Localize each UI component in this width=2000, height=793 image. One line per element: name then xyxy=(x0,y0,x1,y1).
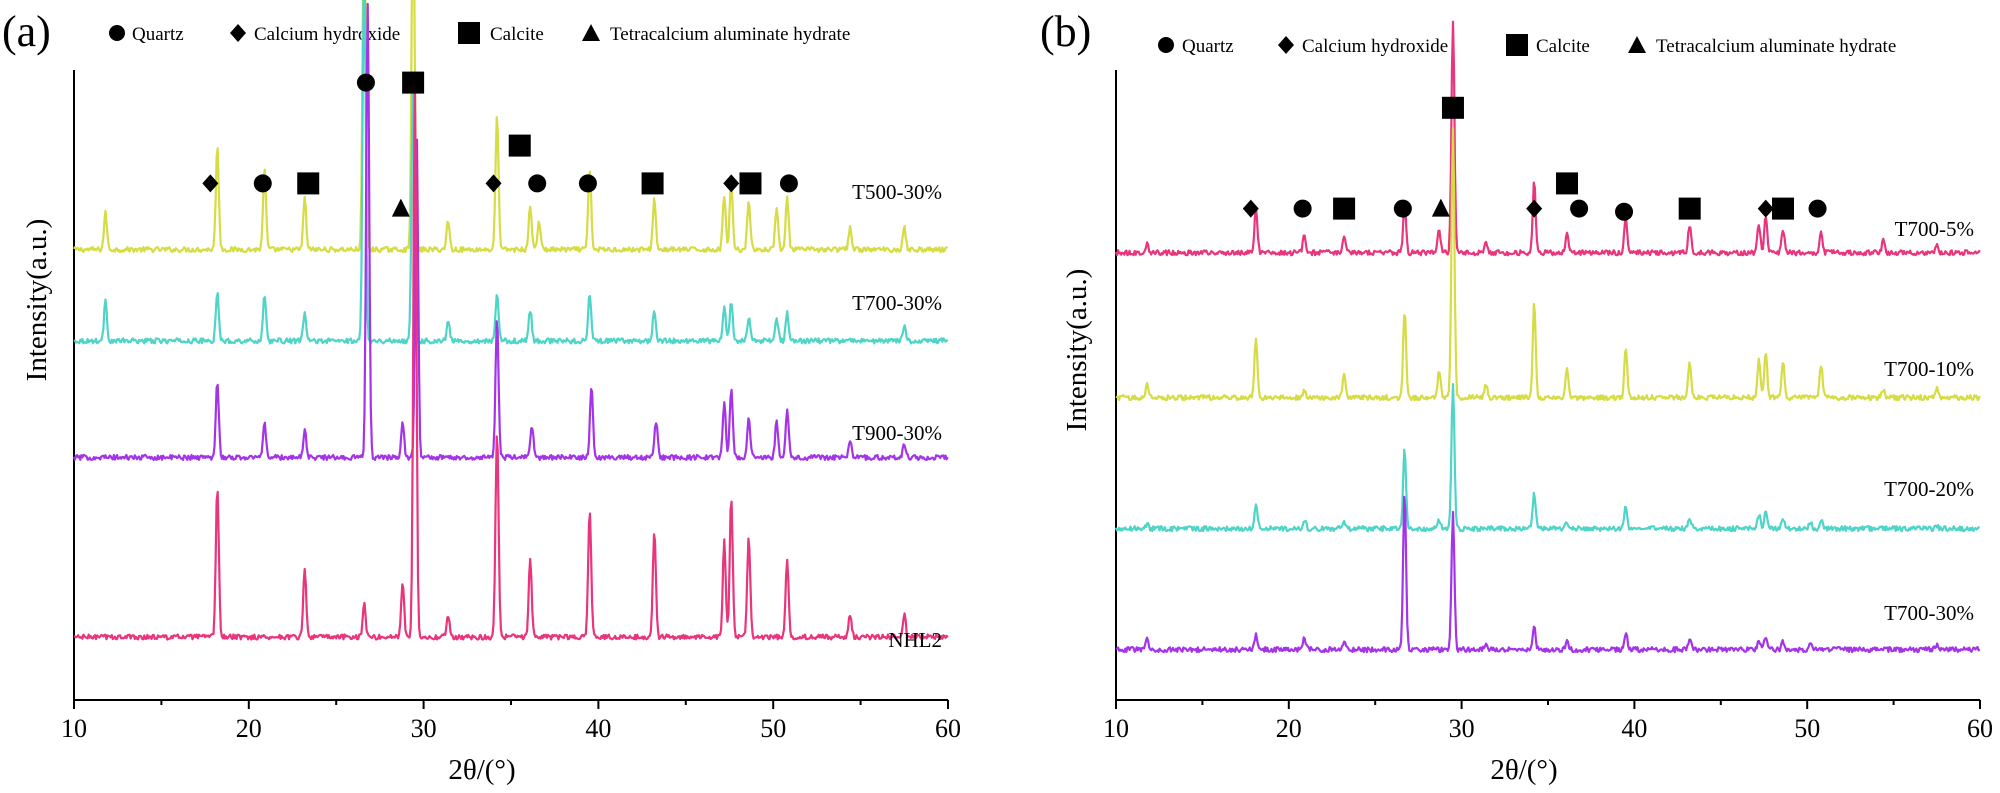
quartz-peak-marker xyxy=(253,174,272,193)
calcite-marker-icon xyxy=(458,22,480,44)
series-label: T700-30% xyxy=(852,291,942,315)
panel-a-legend-label-quartz: Quartz xyxy=(132,24,184,45)
x-tick-label: 30 xyxy=(411,714,437,743)
calcium-hydroxide-peak-marker xyxy=(1242,199,1259,218)
panel-b-legend-label-calcium-hydroxide: Calcium hydroxide xyxy=(1302,36,1448,57)
x-tick-label: 20 xyxy=(1276,714,1302,743)
quartz-marker-icon xyxy=(109,25,125,41)
calcite-peak-marker xyxy=(1556,172,1579,195)
panel-a-legend-item-calcite: Calcite xyxy=(458,22,544,45)
series-label: T900-30% xyxy=(852,421,942,445)
calcite-peak-marker xyxy=(508,134,531,157)
calcite-peak-marker xyxy=(297,172,320,195)
calcium-hydroxide-peak-marker xyxy=(1526,199,1543,218)
panel-a-legend-item-tetracalcium: Tetracalcium aluminate hydrate xyxy=(582,24,850,45)
x-tick-label: 60 xyxy=(1967,714,1993,743)
calcium-hydroxide-peak-marker xyxy=(485,174,502,193)
calcite-peak-marker xyxy=(1678,197,1701,220)
calcite-peak-marker xyxy=(1441,96,1464,119)
calcium-hydroxide-peak-marker xyxy=(723,174,740,193)
x-tick-label: 60 xyxy=(935,714,961,743)
panel-b-legend-item-calcium-hydroxide: Calcium hydroxide xyxy=(1278,36,1448,57)
x-tick-label: 40 xyxy=(585,714,611,743)
x-tick-label: 10 xyxy=(61,714,87,743)
series-label: NHL2 xyxy=(888,628,942,652)
series-label: T700-20% xyxy=(1884,477,1974,501)
quartz-peak-marker xyxy=(779,174,798,193)
series-line-t500-30- xyxy=(73,0,949,254)
panel-a-label: (a) xyxy=(2,7,51,56)
series-line-t900-30- xyxy=(72,2,949,462)
panel-b-legend-item-tetracalcium: Tetracalcium aluminate hydrate xyxy=(1628,36,1896,57)
series-line-t700-30- xyxy=(1115,495,1981,654)
panel-a-legend-label-calcite: Calcite xyxy=(490,24,544,45)
quartz-peak-marker xyxy=(1808,199,1827,218)
series-line-t700-20- xyxy=(1114,383,1980,533)
series-label: T700-5% xyxy=(1895,217,1974,241)
series-line-t700-5- xyxy=(1114,20,1981,257)
calcium-hydroxide-peak-marker xyxy=(1757,199,1774,218)
panel-b-legend-label-quartz: Quartz xyxy=(1182,36,1234,57)
calcite-peak-marker xyxy=(1772,197,1795,220)
panel-a-legend-label-tetracalcium: Tetracalcium aluminate hydrate xyxy=(610,24,850,45)
panel-a-plot: 10 20 30 40 50 60 T500-30% T700-30% T900-30% NHL2 xyxy=(61,0,961,743)
panel-a-legend-item-calcium-hydroxide: Calcium hydroxide xyxy=(230,24,400,45)
quartz-peak-marker xyxy=(578,174,597,193)
series-label: T700-30% xyxy=(1884,601,1974,625)
panel-b-y-axis-title: Intensity(a.u.) xyxy=(1061,269,1093,432)
quartz-marker-icon xyxy=(1158,37,1174,53)
quartz-peak-marker xyxy=(1293,199,1312,218)
panel-a-legend-item-quartz: Quartz xyxy=(109,24,184,45)
panel-a-legend-label-calcium-hydroxide: Calcium hydroxide xyxy=(254,24,400,45)
series-line-nhl2 xyxy=(73,77,949,641)
panel-a: (a) Quartz Calcium hydroxide Calcite Tet… xyxy=(2,0,961,786)
panel-b-legend-item-quartz: Quartz xyxy=(1158,36,1234,57)
x-tick-label: 50 xyxy=(760,714,786,743)
calcite-marker-icon xyxy=(1506,34,1528,56)
tetracalcium-peak-marker xyxy=(1431,198,1450,217)
tetracalcium-aluminate-hydrate-marker-icon xyxy=(582,24,600,41)
x-tick-label: 50 xyxy=(1794,714,1820,743)
calcite-peak-marker xyxy=(641,172,664,195)
calcium-hydroxide-marker-icon xyxy=(230,24,246,42)
panel-b-legend-item-calcite: Calcite xyxy=(1506,34,1590,57)
panel-b: (b) Quartz Calcium hydroxide Calcite Tet… xyxy=(1040,7,1993,786)
panel-a-y-axis-title: Intensity(a.u.) xyxy=(21,219,53,382)
panel-b-x-axis-title: 2θ/(°) xyxy=(1490,754,1557,786)
panel-b-label: (b) xyxy=(1040,7,1091,56)
quartz-peak-marker xyxy=(528,174,547,193)
quartz-peak-marker xyxy=(1615,202,1634,221)
x-tick-label: 30 xyxy=(1449,714,1475,743)
panel-b-legend-label-tetracalcium: Tetracalcium aluminate hydrate xyxy=(1656,36,1896,57)
x-tick-label: 10 xyxy=(1103,714,1129,743)
calcite-peak-marker xyxy=(739,172,762,195)
series-label: T500-30% xyxy=(852,180,942,204)
quartz-peak-marker xyxy=(1570,199,1589,218)
tetracalcium-peak-marker xyxy=(391,198,410,217)
panel-a-x-axis-title: 2θ/(°) xyxy=(448,754,515,786)
x-tick-label: 20 xyxy=(236,714,262,743)
calcite-peak-marker xyxy=(1333,197,1356,220)
x-tick-label: 40 xyxy=(1621,714,1647,743)
panel-b-legend: Quartz Calcium hydroxide Calcite Tetraca… xyxy=(1158,34,1896,57)
series-label: T700-10% xyxy=(1884,357,1974,381)
calcium-hydroxide-peak-marker xyxy=(202,174,219,193)
panel-b-plot: 10 20 30 40 50 60 T700-5% T700-10% T700-20% T700-… xyxy=(1103,20,1993,743)
series-line-t700-30- xyxy=(73,0,949,345)
panel-b-legend-label-calcite: Calcite xyxy=(1536,36,1590,57)
series-line-t700-10- xyxy=(1115,126,1981,402)
calcite-peak-marker xyxy=(402,71,425,94)
calcium-hydroxide-marker-icon xyxy=(1278,36,1294,54)
quartz-peak-marker xyxy=(356,73,375,92)
tetracalcium-aluminate-hydrate-marker-icon xyxy=(1628,36,1646,53)
quartz-peak-marker xyxy=(1393,199,1412,218)
